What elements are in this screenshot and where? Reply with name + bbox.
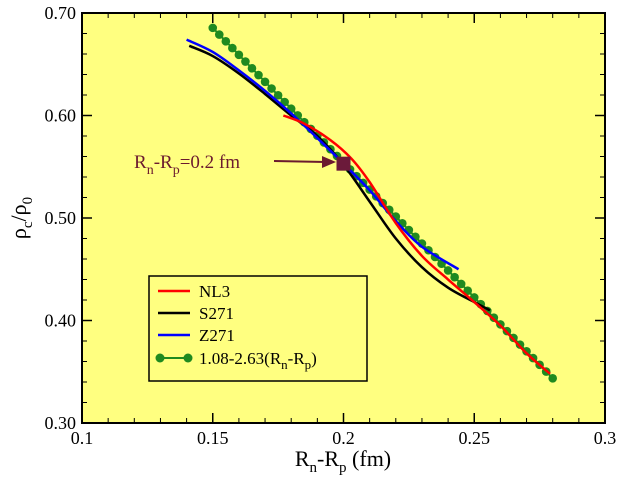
fit-point	[522, 347, 531, 356]
legend-label-fit: 1.08-2.63(Rn-Rp)	[199, 349, 317, 372]
fit-point	[228, 43, 237, 53]
x-tick-label: 0.3	[594, 428, 617, 448]
fit-point	[463, 286, 473, 295]
legend-box	[148, 275, 368, 382]
fit-point	[443, 266, 453, 275]
legend-swatch-fit-marker-right	[183, 353, 193, 363]
legend-item-nl3: NL3	[158, 282, 230, 301]
x-tick-label: 0.2	[332, 428, 355, 448]
series-line-z271	[186, 38, 460, 271]
fit-point	[221, 37, 231, 46]
fit-point	[247, 63, 257, 73]
fit-point	[450, 272, 459, 282]
fit-point	[260, 77, 270, 87]
legend-item-z271: Z271	[158, 326, 235, 345]
y-tick-label: 0.70	[45, 3, 77, 23]
y-tick-label: 0.30	[45, 413, 77, 433]
legend-item-fit: 1.08-2.63(Rn-Rp)	[155, 349, 317, 372]
plot-frame	[81, 12, 606, 424]
annotation: Rn-Rp=0.2 fm	[134, 152, 336, 178]
fit-point	[548, 374, 557, 383]
legend-label-z271: Z271	[199, 326, 235, 345]
x-tick-label: 0.15	[197, 428, 229, 448]
legend-item-s271: S271	[158, 304, 234, 323]
y-tick-label: 0.40	[45, 311, 77, 331]
fit-point	[214, 30, 224, 39]
y-axis-label: ρc/ρ0	[6, 197, 36, 239]
y-tick-label: 0.50	[45, 208, 77, 228]
fit-point	[208, 23, 218, 33]
y-tick-label: 0.60	[45, 106, 77, 126]
legend-swatch-fit-marker-left	[155, 353, 165, 363]
fit-point	[456, 279, 466, 289]
annotation-arrow-line	[273, 160, 327, 163]
legend: NL3 S271 Z271 1.08-2.63(Rn-Rp)	[148, 275, 368, 382]
legend-label-s271: S271	[199, 304, 234, 323]
series-line-nl3	[282, 114, 551, 375]
x-tick-label: 0.1	[71, 428, 94, 448]
fit-point	[234, 50, 244, 60]
fit-point	[267, 84, 276, 93]
annotation-text: Rn-Rp=0.2 fm	[134, 152, 240, 178]
legend-label-nl3: NL3	[199, 282, 230, 301]
fit-point	[273, 90, 283, 100]
highlight-point	[336, 156, 351, 171]
x-axis-label: Rn-Rp (fm)	[295, 446, 391, 476]
x-tick-label: 0.25	[459, 428, 491, 448]
annotation-arrowhead	[322, 156, 336, 168]
fit-point	[241, 57, 250, 66]
chart-marks	[186, 23, 557, 383]
fit-point	[254, 70, 263, 80]
